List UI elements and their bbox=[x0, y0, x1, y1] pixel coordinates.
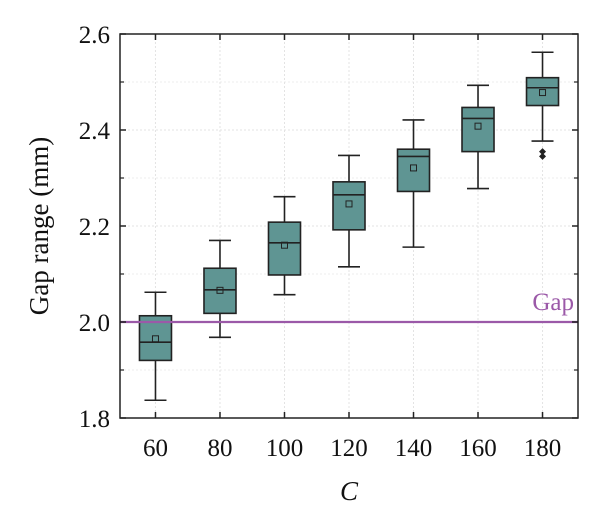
reference-line-label: Gap bbox=[532, 289, 574, 316]
y-axis-title: Gap range (mm) bbox=[24, 137, 54, 315]
axis-ticks: 1.8 2.0 2.2 2.4 2.6 60 80 100 120 140 160 180 bbox=[79, 22, 578, 462]
mean-marker bbox=[280, 241, 288, 249]
x-tick-label: 60 bbox=[143, 435, 168, 462]
reference-line-group: Gap bbox=[120, 289, 578, 324]
mean-marker bbox=[539, 89, 547, 97]
box-iqr bbox=[203, 267, 237, 315]
box-iqr bbox=[332, 181, 366, 231]
outlier-marker bbox=[539, 152, 547, 160]
y-tick-label: 2.0 bbox=[79, 310, 110, 337]
y-tick-label: 2.6 bbox=[79, 22, 110, 49]
mean-marker bbox=[151, 335, 159, 343]
y-tick-label: 2.4 bbox=[79, 118, 111, 145]
x-tick-label: 80 bbox=[207, 435, 232, 462]
y-tick-label: 2.2 bbox=[79, 214, 110, 241]
mean-marker bbox=[216, 286, 224, 294]
x-tick-label: 180 bbox=[524, 435, 562, 462]
box-80 bbox=[203, 239, 237, 339]
x-tick-label: 120 bbox=[330, 435, 368, 462]
x-tick-label: 160 bbox=[459, 435, 497, 462]
box-iqr bbox=[396, 148, 431, 193]
box-120 bbox=[332, 154, 366, 268]
mean-marker bbox=[345, 200, 353, 208]
x-axis-title: C bbox=[340, 476, 359, 506]
box-160 bbox=[461, 84, 495, 190]
box-180 bbox=[525, 51, 560, 160]
box-iqr bbox=[525, 76, 560, 107]
box-60 bbox=[138, 291, 173, 402]
box-series bbox=[138, 51, 560, 402]
box-iqr bbox=[138, 314, 173, 362]
y-tick-label: 1.8 bbox=[79, 406, 110, 433]
x-tick-label: 100 bbox=[266, 435, 304, 462]
box-100 bbox=[267, 195, 302, 296]
x-tick-label: 140 bbox=[395, 435, 433, 462]
mean-marker bbox=[410, 164, 418, 172]
outlier-marker bbox=[539, 148, 547, 156]
mean-marker bbox=[474, 122, 482, 130]
box-140 bbox=[396, 119, 431, 248]
